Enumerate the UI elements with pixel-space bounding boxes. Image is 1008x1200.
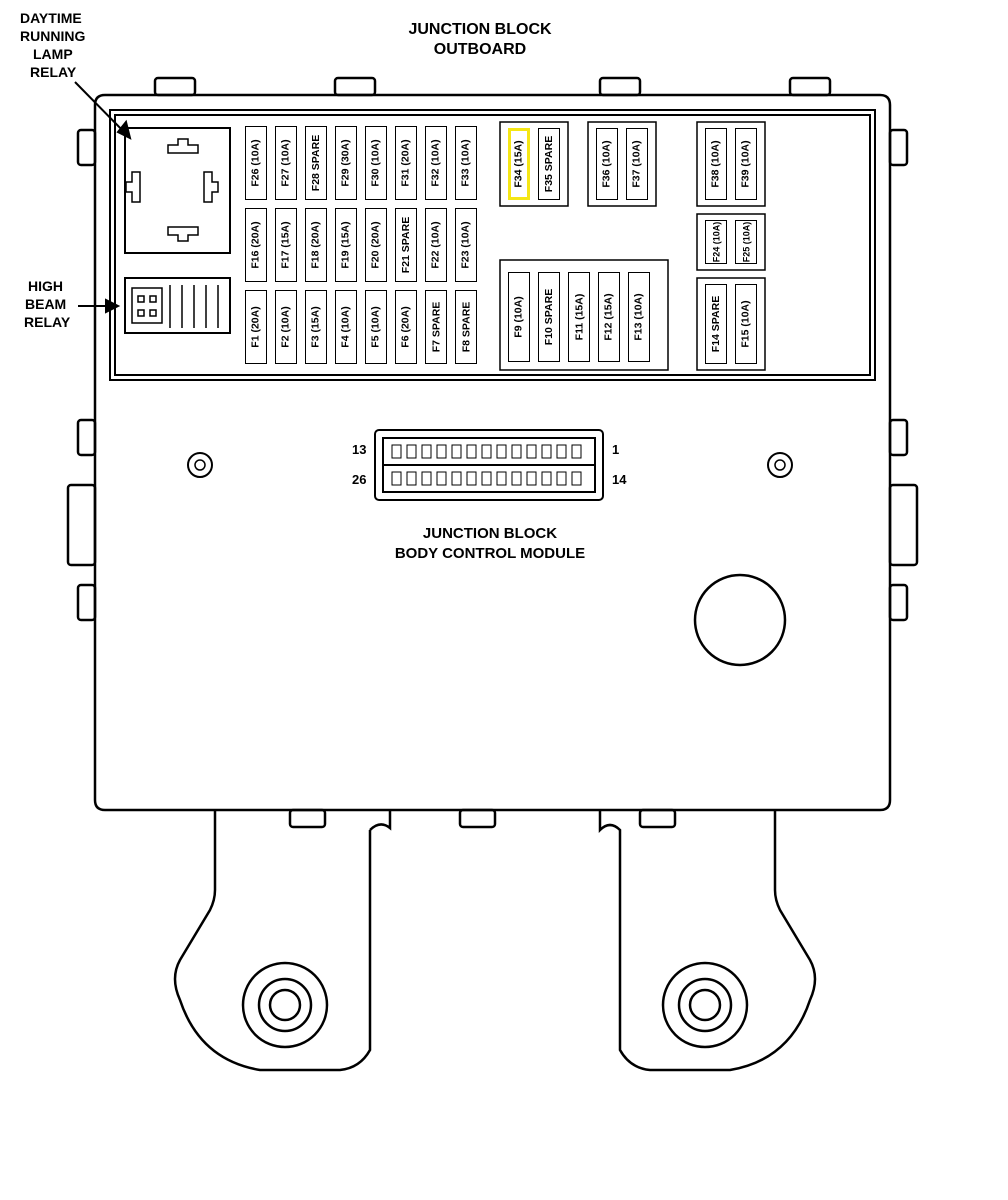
junction-block-diagram xyxy=(0,0,1008,1200)
fuse-f34-highlighted: F34 (15A) xyxy=(508,128,530,200)
fuse-f5: F5 (10A) xyxy=(365,290,387,364)
fuse-f24: F24 (10A) xyxy=(705,220,727,264)
fuse-f11: F11 (15A) xyxy=(568,272,590,362)
fuse-f4: F4 (10A) xyxy=(335,290,357,364)
conn-pin-14: 14 xyxy=(612,472,626,488)
fuse-f6: F6 (20A) xyxy=(395,290,417,364)
fuse-f37: F37 (10A) xyxy=(626,128,648,200)
fuse-f7: F7 SPARE xyxy=(425,290,447,364)
fuse-f35: F35 SPARE xyxy=(538,128,560,200)
bcm-label-1: JUNCTION BLOCK xyxy=(390,525,590,543)
fuse-f10: F10 SPARE xyxy=(538,272,560,362)
fuse-f25: F25 (10A) xyxy=(735,220,757,264)
fuse-f36: F36 (10A) xyxy=(596,128,618,200)
bcm-label-2: BODY CONTROL MODULE xyxy=(370,545,610,563)
fuse-f2: F2 (10A) xyxy=(275,290,297,364)
fuse-f18: F18 (20A) xyxy=(305,208,327,282)
fuse-f38: F38 (10A) xyxy=(705,128,727,200)
fuse-f12: F12 (15A) xyxy=(598,272,620,362)
fuse-f33: F33 (10A) xyxy=(455,126,477,200)
fuse-f8: F8 SPARE xyxy=(455,290,477,364)
fuse-f22: F22 (10A) xyxy=(425,208,447,282)
conn-pin-26: 26 xyxy=(352,472,366,488)
fuse-f30: F30 (10A) xyxy=(365,126,387,200)
fuse-f39: F39 (10A) xyxy=(735,128,757,200)
fuse-f15: F15 (10A) xyxy=(735,284,757,364)
fuse-f23: F23 (10A) xyxy=(455,208,477,282)
fuse-f19: F19 (15A) xyxy=(335,208,357,282)
fuse-f20: F20 (20A) xyxy=(365,208,387,282)
fuse-f21: F21 SPARE xyxy=(395,208,417,282)
fuse-f9: F9 (10A) xyxy=(508,272,530,362)
fuse-f27: F27 (10A) xyxy=(275,126,297,200)
fuse-f32: F32 (10A) xyxy=(425,126,447,200)
conn-pin-13: 13 xyxy=(352,442,366,458)
fuse-f26: F26 (10A) xyxy=(245,126,267,200)
fuse-f3: F3 (15A) xyxy=(305,290,327,364)
conn-pin-1: 1 xyxy=(612,442,619,458)
fuse-f29: F29 (30A) xyxy=(335,126,357,200)
fuse-f14: F14 SPARE xyxy=(705,284,727,364)
fuse-f28: F28 SPARE xyxy=(305,126,327,200)
fuse-f13: F13 (10A) xyxy=(628,272,650,362)
fuse-f31: F31 (20A) xyxy=(395,126,417,200)
fuse-f1: F1 (20A) xyxy=(245,290,267,364)
fuse-f16: F16 (20A) xyxy=(245,208,267,282)
fuse-f17: F17 (15A) xyxy=(275,208,297,282)
